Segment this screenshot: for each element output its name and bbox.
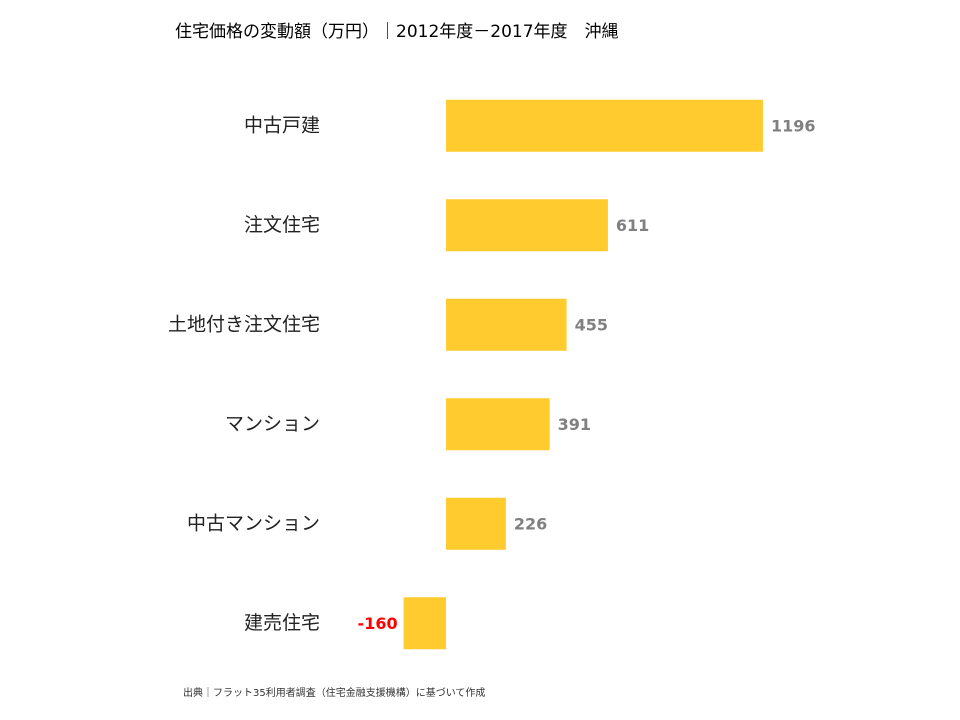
y-tick-label: マンション xyxy=(225,413,320,435)
bar xyxy=(446,298,567,351)
chart-title: 住宅価格の変動額（万円）｜2012年度－2017年度 沖縄 xyxy=(175,22,619,42)
value-label: 391 xyxy=(558,415,591,434)
value-label: -160 xyxy=(358,614,398,633)
bar xyxy=(446,199,608,252)
value-label: 455 xyxy=(575,315,608,334)
y-tick-label: 建売住宅 xyxy=(244,612,320,634)
value-label: 1196 xyxy=(771,116,816,135)
y-tick-label: 中古戸建 xyxy=(244,114,320,136)
bar xyxy=(446,99,763,152)
footnote: 出典｜フラット35利用者調査（住宅金融支援機構）に基づいて作成 xyxy=(183,686,485,699)
y-tick-label: 中古マンション xyxy=(187,512,320,534)
bar xyxy=(446,398,550,451)
bar xyxy=(446,497,506,550)
value-label: 611 xyxy=(616,216,649,235)
bar xyxy=(403,597,446,650)
y-tick-label: 注文住宅 xyxy=(244,214,320,236)
value-label: 226 xyxy=(514,514,547,533)
y-tick-label: 土地付き注文住宅 xyxy=(168,313,320,335)
